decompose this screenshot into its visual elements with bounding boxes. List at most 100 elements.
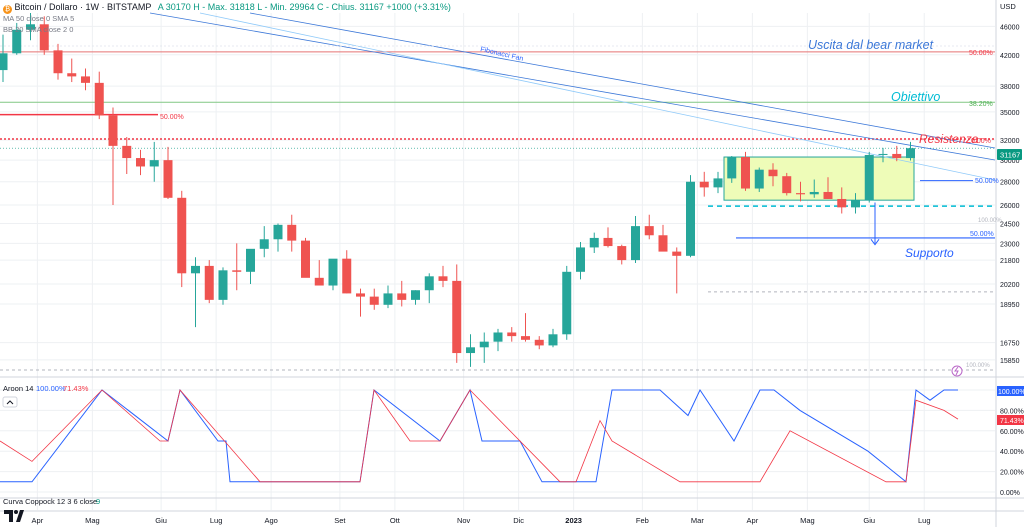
x-tick-label: Apr <box>32 516 44 525</box>
x-tick-label: Giu <box>155 516 167 525</box>
fib-fan-line <box>149 12 996 161</box>
lightning-icon <box>954 366 959 376</box>
y-tick-label: 30000 <box>1000 158 1020 165</box>
candle-body <box>713 178 723 188</box>
candle-body <box>122 145 132 159</box>
collapse-pane-button[interactable] <box>2 396 18 408</box>
candle-body <box>12 29 22 54</box>
candle-body <box>314 277 324 286</box>
fib-fan-line <box>249 12 996 149</box>
bb-legend[interactable]: BB 20 SMA close 2 0 <box>3 25 74 34</box>
candle-body <box>53 50 63 74</box>
x-tick-label: Ago <box>264 516 277 525</box>
candle-body <box>823 191 833 199</box>
candle-body <box>782 176 792 194</box>
aroon-tick-label: 20.00% <box>1000 470 1024 477</box>
candle-body <box>424 276 434 291</box>
candle-body <box>878 153 888 155</box>
fib-0-right-label: 0.00% <box>971 138 991 145</box>
coppock-title: Curva Coppock 12 3 6 close <box>3 497 97 506</box>
candle-body <box>658 235 668 252</box>
fib-50-low-label: 50.00% <box>970 231 994 238</box>
y-tick-label: 42000 <box>1000 53 1020 60</box>
grid <box>0 13 995 510</box>
x-tick-label: Mag <box>85 516 100 525</box>
resistance-annotation: Resistenza <box>919 132 979 146</box>
candle-body <box>273 224 283 240</box>
candle-body <box>892 153 902 159</box>
aroon-up-badge <box>997 386 1024 396</box>
candle-body <box>864 154 874 201</box>
bitcoin-icon: ₿ <box>3 5 12 14</box>
y-tick-label: 46000 <box>1000 24 1020 31</box>
candle-body <box>906 148 915 159</box>
candle-body <box>411 290 420 300</box>
candle-body <box>644 226 654 236</box>
fib-382-label: 38.20% <box>969 101 993 108</box>
fib-fan-line <box>199 12 996 181</box>
symbol-title[interactable]: Bitcoin / Dollaro · 1W · BITSTAMP <box>14 2 152 12</box>
currency-label: USD <box>1000 2 1016 11</box>
aroon-tick-label: 0.00% <box>1000 490 1020 497</box>
x-tick-label: Dic <box>513 516 524 525</box>
y-tick-label: 35000 <box>1000 110 1020 117</box>
candle-body <box>452 280 462 354</box>
candle-body <box>136 158 145 167</box>
y-tick-label: 28000 <box>1000 180 1020 187</box>
ohlc-values: A 30170 H - Max. 31818 L - Min. 29964 C … <box>157 2 451 12</box>
tradingview-logo <box>4 510 24 522</box>
candle-body <box>466 347 475 354</box>
support-arrow-head <box>870 238 880 246</box>
x-tick-label: 2023 <box>565 516 582 525</box>
candle-body <box>342 258 352 294</box>
candle-body <box>259 239 269 249</box>
candle-body <box>356 293 365 297</box>
candlestick-series <box>0 13 915 367</box>
y-tick-label: 32000 <box>1000 138 1020 145</box>
y-tick-label: 26000 <box>1000 203 1020 210</box>
candle-body <box>232 270 242 272</box>
aroon-down-value: 71.43% <box>63 384 89 393</box>
support-annotation: Supporto <box>905 246 954 260</box>
y-tick-label: 23000 <box>1000 241 1020 248</box>
candle-body <box>631 226 640 261</box>
aroon-indicator: 0.00% 20.00% 40.00% 60.00% 80.00% <box>0 388 1024 497</box>
fib-100-label-a: 100.00% <box>978 218 1002 224</box>
x-tick-label: Set <box>334 516 346 525</box>
x-tick-label: Mar <box>691 516 704 525</box>
target-annotation: Obiettivo <box>891 90 940 104</box>
candle-body <box>617 246 627 261</box>
candle-body <box>576 247 585 272</box>
y-tick-label: 18950 <box>1000 302 1020 309</box>
candle-body <box>438 276 448 281</box>
candle-body <box>94 82 104 116</box>
x-tick-label: Lug <box>918 516 931 525</box>
ma-legend[interactable]: MA 50 close 0 SMA 5 <box>3 14 75 23</box>
y-tick-label: 38000 <box>1000 84 1020 91</box>
y-tick-label: 15850 <box>1000 358 1020 365</box>
last-price-value: 31167 <box>1000 151 1020 160</box>
candle-body <box>699 181 709 188</box>
candle-body <box>218 270 228 300</box>
candle-body <box>493 332 503 342</box>
x-tick-label: Giu <box>863 516 875 525</box>
candle-body <box>108 115 118 146</box>
aroon-tick-label: 40.00% <box>1000 449 1024 456</box>
fib-100-label-b: 100.00% <box>966 363 990 369</box>
aroon-up-badge-value: 100.00% <box>998 389 1024 396</box>
candle-body <box>851 200 860 208</box>
candle-body <box>369 296 379 305</box>
candle-body <box>796 193 805 195</box>
candle-body <box>328 258 338 286</box>
y-tick-label: 20200 <box>1000 282 1020 289</box>
candle-body <box>26 24 35 30</box>
consolidation-box <box>723 156 915 201</box>
candle-body <box>548 334 558 346</box>
aroon-title: Aroon 14 <box>3 384 33 393</box>
aroon-up-value: 100.00% <box>36 384 66 393</box>
candle-body <box>809 191 819 195</box>
candle-body <box>163 160 173 198</box>
fibonacci-levels <box>0 12 996 371</box>
fib-50-right-label: 50.00% <box>975 178 999 185</box>
